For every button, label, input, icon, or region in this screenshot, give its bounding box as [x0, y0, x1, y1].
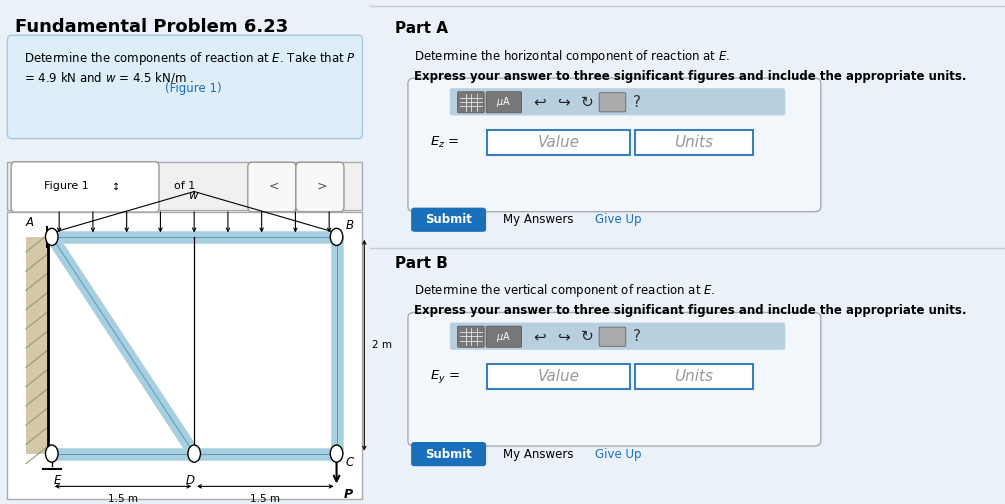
Text: Units: Units — [674, 135, 714, 150]
Text: ?: ? — [632, 95, 640, 110]
FancyBboxPatch shape — [7, 162, 363, 210]
FancyBboxPatch shape — [411, 208, 486, 232]
Text: 2 m: 2 m — [372, 340, 392, 350]
Text: of 1: of 1 — [174, 181, 195, 192]
Text: My Answers: My Answers — [504, 213, 574, 226]
Circle shape — [331, 228, 343, 245]
Text: Determine the components of reaction at $\mathit{E}$. Take that $\mathit{P}$: Determine the components of reaction at … — [24, 50, 356, 68]
Text: Submit: Submit — [425, 448, 472, 461]
FancyBboxPatch shape — [599, 93, 626, 112]
Text: D: D — [186, 474, 195, 487]
Text: $E_y$ =: $E_y$ = — [430, 368, 460, 385]
FancyBboxPatch shape — [486, 92, 522, 113]
Text: = 4.9 kN and $\mathit{w}$ = 4.5 kN/m .: = 4.9 kN and $\mathit{w}$ = 4.5 kN/m . — [24, 70, 194, 85]
Text: >: > — [317, 180, 327, 193]
FancyBboxPatch shape — [411, 442, 486, 466]
Text: Part A: Part A — [395, 21, 448, 36]
FancyBboxPatch shape — [11, 162, 159, 212]
Text: E: E — [53, 474, 61, 487]
Circle shape — [331, 445, 343, 462]
Text: ↪: ↪ — [557, 95, 570, 110]
FancyBboxPatch shape — [295, 162, 344, 212]
Circle shape — [45, 445, 58, 462]
FancyBboxPatch shape — [7, 35, 363, 139]
FancyBboxPatch shape — [450, 88, 785, 115]
Text: Express your answer to three significant figures and include the appropriate uni: Express your answer to three significant… — [414, 304, 967, 317]
Text: A: A — [25, 216, 33, 229]
Text: My Answers: My Answers — [504, 448, 574, 461]
Text: Give Up: Give Up — [595, 448, 642, 461]
FancyBboxPatch shape — [457, 326, 484, 347]
FancyBboxPatch shape — [248, 162, 295, 212]
Text: ↩: ↩ — [534, 329, 547, 344]
FancyBboxPatch shape — [487, 130, 630, 155]
FancyBboxPatch shape — [457, 92, 484, 113]
FancyBboxPatch shape — [486, 326, 522, 347]
Text: <: < — [268, 180, 279, 193]
Text: Determine the vertical component of reaction at $\mathit{E}$.: Determine the vertical component of reac… — [414, 282, 716, 299]
Text: Give Up: Give Up — [595, 213, 642, 226]
FancyBboxPatch shape — [635, 130, 753, 155]
Text: (Figure 1): (Figure 1) — [165, 82, 221, 95]
FancyBboxPatch shape — [408, 78, 821, 212]
Text: ↻: ↻ — [581, 329, 594, 344]
Text: Value: Value — [538, 135, 580, 150]
FancyBboxPatch shape — [635, 364, 753, 389]
FancyBboxPatch shape — [599, 327, 626, 346]
Circle shape — [45, 228, 58, 245]
FancyBboxPatch shape — [7, 212, 363, 499]
Text: Units: Units — [674, 369, 714, 384]
Text: Figure 1: Figure 1 — [44, 181, 89, 192]
Text: $\mu$A: $\mu$A — [496, 330, 512, 344]
FancyBboxPatch shape — [408, 312, 821, 446]
Text: ↩: ↩ — [534, 95, 547, 110]
Text: Submit: Submit — [425, 213, 472, 226]
Text: B: B — [346, 219, 354, 232]
Text: 1.5 m: 1.5 m — [250, 494, 280, 504]
Text: Part B: Part B — [395, 256, 448, 271]
Text: C: C — [346, 456, 354, 469]
Text: Determine the horizontal component of reaction at $\mathit{E}$.: Determine the horizontal component of re… — [414, 48, 731, 65]
Text: ↕: ↕ — [113, 181, 121, 192]
Text: $\mu$A: $\mu$A — [496, 95, 512, 109]
Text: ↪: ↪ — [557, 329, 570, 344]
Text: Value: Value — [538, 369, 580, 384]
Text: 1.5 m: 1.5 m — [108, 494, 138, 504]
FancyBboxPatch shape — [487, 364, 630, 389]
Text: w: w — [189, 189, 199, 202]
Text: ↻: ↻ — [581, 95, 594, 110]
Text: Express your answer to three significant figures and include the appropriate uni: Express your answer to three significant… — [414, 70, 967, 83]
FancyBboxPatch shape — [450, 323, 785, 350]
Text: ?: ? — [632, 329, 640, 344]
Bar — [26, 237, 48, 454]
Text: $E_z$ =: $E_z$ = — [430, 135, 459, 150]
Circle shape — [188, 445, 200, 462]
Text: Fundamental Problem 6.23: Fundamental Problem 6.23 — [15, 18, 288, 36]
Text: P: P — [344, 488, 353, 501]
